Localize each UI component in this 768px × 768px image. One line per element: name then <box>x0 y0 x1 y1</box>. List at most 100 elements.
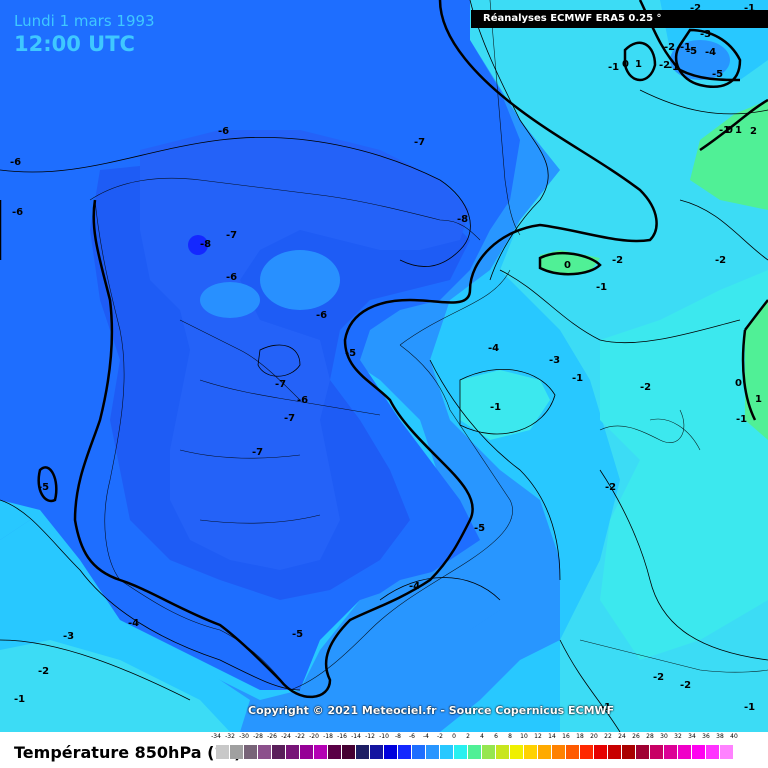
legend-swatch <box>286 745 300 759</box>
label: 0 <box>622 59 629 70</box>
legend-swatch <box>426 745 440 759</box>
label: 2 <box>750 126 757 137</box>
label: -6 <box>10 157 21 168</box>
label: -4 <box>488 343 499 354</box>
legend-tick: 36 <box>702 733 710 740</box>
legend-tick: 40 <box>730 733 738 740</box>
band-plus2-ne <box>690 100 768 210</box>
copyright-label: Copyright © 2021 Meteociel.fr - Source C… <box>248 704 615 717</box>
label: -4 <box>409 581 420 592</box>
legend-swatch <box>468 745 482 759</box>
time-label: 12:00 UTC <box>14 32 135 56</box>
legend-swatch <box>692 745 706 759</box>
label: -1 <box>490 402 501 413</box>
legend-swatch <box>314 745 328 759</box>
label: -2 <box>38 666 49 677</box>
legend-tick: -24 <box>281 733 291 740</box>
date-label: Lundi 1 mars 1993 <box>14 12 155 30</box>
legend-swatch <box>244 745 258 759</box>
legend-tick: -26 <box>267 733 277 740</box>
legend-swatch <box>342 745 356 759</box>
label: -7 <box>252 447 263 458</box>
legend-swatch <box>384 745 398 759</box>
legend-swatch <box>356 745 370 759</box>
legend-tick: 18 <box>576 733 584 740</box>
label: -2 <box>680 680 691 691</box>
label: -7 <box>414 137 425 148</box>
legend-swatch <box>300 745 314 759</box>
legend-tick: -34 <box>211 733 221 740</box>
label: -1 <box>596 282 607 293</box>
legend-swatch <box>440 745 454 759</box>
legend-tick: -18 <box>323 733 333 740</box>
legend-tick: 6 <box>494 733 498 740</box>
legend-swatch <box>678 745 692 759</box>
legend-tick: -20 <box>309 733 319 740</box>
label: -5 <box>38 482 49 493</box>
legend-tick: 34 <box>688 733 696 740</box>
legend-swatch <box>510 745 524 759</box>
label: -6 <box>297 395 308 406</box>
legend-tick: 28 <box>646 733 654 740</box>
legend-color-bar <box>216 745 734 759</box>
legend-swatch <box>580 745 594 759</box>
legend-tick: 2 <box>466 733 470 740</box>
legend-swatch <box>636 745 650 759</box>
label: -2 <box>690 3 701 14</box>
label: 1 <box>735 125 742 136</box>
label: -1 <box>600 702 611 713</box>
legend-tick: 12 <box>534 733 542 740</box>
legend-swatch <box>538 745 552 759</box>
label: -1 <box>680 42 691 53</box>
label: 0 <box>735 378 742 389</box>
label: -5 <box>712 69 723 80</box>
legend-tick: -2 <box>437 733 443 740</box>
label: 0 <box>564 260 571 271</box>
label: -4 <box>705 47 716 58</box>
legend-tick: 16 <box>562 733 570 740</box>
legend-tick: 30 <box>660 733 668 740</box>
label: -1 <box>744 702 755 713</box>
legend-swatch <box>370 745 384 759</box>
legend-title: Température 850hPa (°C) <box>14 743 242 762</box>
label: -8 <box>200 239 211 250</box>
legend-swatch <box>650 745 664 759</box>
label: -5 <box>292 629 303 640</box>
legend-tick: -14 <box>351 733 361 740</box>
band-minus8 <box>188 235 208 255</box>
legend-swatch <box>328 745 342 759</box>
label: -7 <box>226 230 237 241</box>
label: -5 <box>686 46 697 57</box>
label: 1 <box>635 59 642 70</box>
label: -6 <box>226 272 237 283</box>
label: 0 <box>726 125 733 136</box>
legend-tick: -16 <box>337 733 347 740</box>
legend-tick: 4 <box>480 733 484 740</box>
legend-swatch <box>552 745 566 759</box>
label: -1 <box>14 694 25 705</box>
legend-tick: 22 <box>604 733 612 740</box>
band-minus7-core <box>140 130 470 570</box>
label: -6 <box>12 207 23 218</box>
label: -2 <box>605 482 616 493</box>
band-zero-east-edge <box>745 300 768 440</box>
legend-tick: 0 <box>452 733 456 740</box>
label: -2 <box>653 672 664 683</box>
label: -3 <box>549 355 560 366</box>
label: -1 <box>608 62 619 73</box>
legend-swatch <box>412 745 426 759</box>
label: -6 <box>218 126 229 137</box>
label: -3 <box>700 29 711 40</box>
legend: Température 850hPa (°C) -34 -32 -30 -28 -26-… <box>0 732 768 768</box>
pocket-south <box>260 250 340 310</box>
legend-swatch <box>398 745 412 759</box>
label: -5 <box>345 348 356 359</box>
legend-tick: 20 <box>590 733 598 740</box>
legend-tick: -30 <box>239 733 249 740</box>
band-zero-center <box>460 370 550 440</box>
legend-tick: 26 <box>632 733 640 740</box>
legend-swatch <box>622 745 636 759</box>
coastlines <box>89 0 768 691</box>
label: -1 <box>744 3 755 14</box>
label: -2 <box>659 60 670 71</box>
